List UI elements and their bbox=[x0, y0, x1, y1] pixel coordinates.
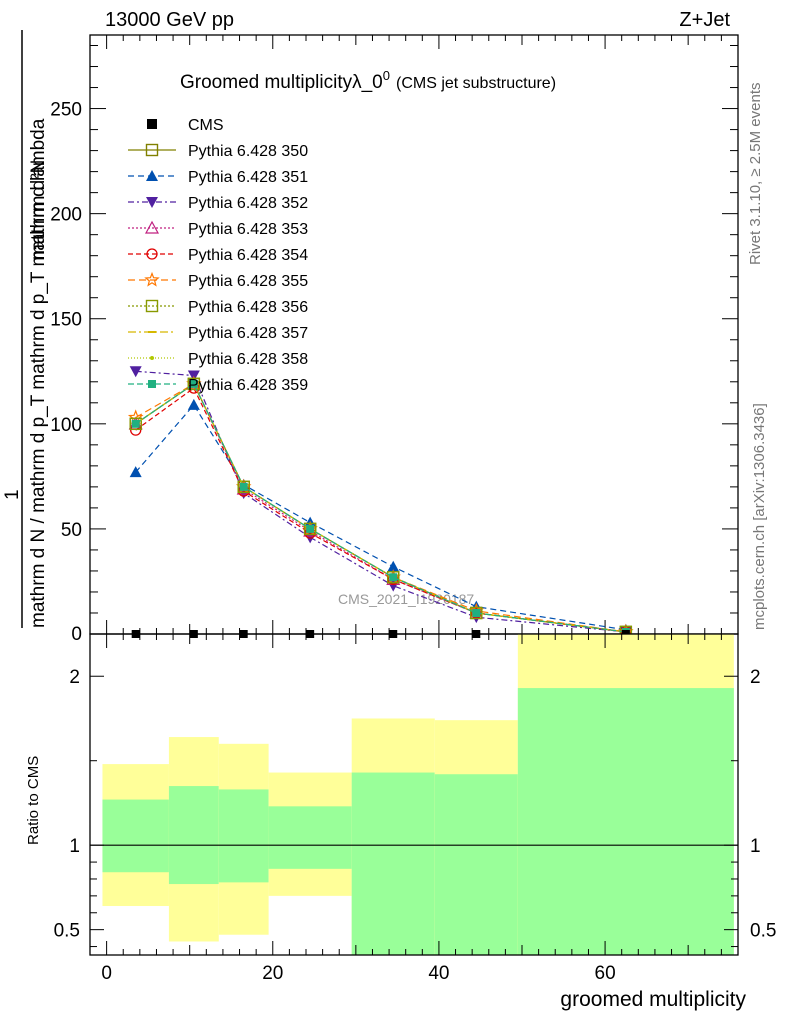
series-point bbox=[187, 398, 200, 410]
y-tick-label: 150 bbox=[50, 310, 82, 331]
main-title-text: Groomed multiplicityλ_0 bbox=[180, 72, 383, 93]
legend-marker bbox=[145, 299, 159, 313]
legend-label: Pythia 6.428 354 bbox=[188, 247, 308, 264]
main-title-sup: 0 bbox=[383, 68, 390, 83]
ylabel-top: mathrm d²N bbox=[28, 160, 49, 260]
ratio-ytick-label-right: 2 bbox=[750, 667, 761, 688]
x-axis-label: groomed multiplicity bbox=[560, 988, 746, 1011]
series-point bbox=[131, 419, 140, 428]
legend-marker bbox=[146, 197, 158, 208]
legend-marker bbox=[146, 248, 158, 260]
series-point bbox=[472, 608, 481, 617]
ratio-y-label: Ratio to CMS bbox=[25, 756, 42, 845]
legend-label: Pythia 6.428 353 bbox=[188, 221, 308, 238]
series-point bbox=[129, 366, 142, 378]
header-process-label: Z+Jet bbox=[679, 9, 730, 31]
legend-marker bbox=[148, 380, 156, 388]
main-title: Groomed multiplicityλ_00 (CMS jet substru… bbox=[180, 68, 556, 93]
legend-label: Pythia 6.428 357 bbox=[188, 325, 308, 342]
inner-band-bin bbox=[351, 772, 435, 955]
header-beam-label: 13000 GeV pp bbox=[105, 9, 234, 31]
legend-label: Pythia 6.428 352 bbox=[188, 195, 308, 212]
analysis-watermark: CMS_2021_I1920187 bbox=[338, 591, 474, 607]
legend-marker bbox=[145, 143, 159, 157]
main-title-sub: (CMS jet substructure) bbox=[396, 75, 556, 92]
ratio-ytick-label: 1 bbox=[69, 836, 80, 857]
inner-band-bin bbox=[434, 774, 518, 955]
legend-marker bbox=[144, 271, 160, 287]
y-axis-label: mathrm d²N 1 mathrm d N / mathrm d p_T m… bbox=[2, 30, 49, 628]
legend-marker bbox=[147, 119, 157, 129]
ylabel-numerator: 1 bbox=[2, 489, 23, 500]
y-tick-label: 200 bbox=[50, 205, 82, 226]
mcplots-label: mcplots.cern.ch [arXiv:1306.3436] bbox=[751, 403, 768, 630]
y-tick-label: 50 bbox=[61, 520, 82, 541]
legend-label: Pythia 6.428 358 bbox=[188, 351, 308, 368]
series-point bbox=[303, 522, 317, 536]
legend-marker bbox=[150, 356, 154, 360]
series-group bbox=[129, 377, 633, 639]
y-tick-label: 250 bbox=[50, 100, 82, 121]
ratio-ytick-label: 2 bbox=[69, 667, 80, 688]
series-point bbox=[306, 524, 315, 533]
ratio-ytick-label: 0.5 bbox=[54, 921, 80, 942]
series-point bbox=[387, 560, 400, 572]
inner-band-bin bbox=[517, 688, 734, 955]
legend-label: Pythia 6.428 351 bbox=[188, 169, 308, 186]
x-tick-label: 20 bbox=[262, 963, 283, 984]
legend-label: Pythia 6.428 359 bbox=[188, 377, 308, 394]
legend-label: CMS bbox=[188, 117, 224, 134]
y-tick-label-zero: 0 bbox=[71, 624, 82, 645]
series-point bbox=[129, 417, 142, 431]
legend-label: Pythia 6.428 356 bbox=[188, 299, 308, 316]
inner-band-bin bbox=[268, 806, 352, 869]
legend-label: Pythia 6.428 350 bbox=[188, 143, 308, 160]
x-tick-label: 40 bbox=[428, 963, 449, 984]
x-tick-label: 60 bbox=[595, 963, 616, 984]
ratio-panel: 0.5 0.51 12 20 20 40 60 bbox=[54, 633, 776, 984]
ratio-frame bbox=[89, 633, 739, 956]
legend: CMS Pythia 6.428 350 Pythia 6.428 351 Pythi… bbox=[128, 117, 308, 394]
y-tick-label: 100 bbox=[50, 415, 82, 436]
series-point bbox=[387, 571, 400, 584]
series-point bbox=[470, 606, 483, 620]
legend-marker bbox=[144, 220, 160, 234]
ratio-ytick-label-right: 1 bbox=[750, 836, 761, 857]
inner-band-bin bbox=[218, 789, 269, 883]
series-point bbox=[187, 377, 201, 391]
inner-band-bin bbox=[102, 799, 169, 873]
x-tick-label: 0 bbox=[101, 963, 112, 984]
legend-label: Pythia 6.428 355 bbox=[188, 273, 308, 290]
series-point bbox=[129, 466, 142, 478]
top-panel: 50 100 150 200 250 0 bbox=[50, 34, 739, 645]
ratio-ytick-label-right: 0.5 bbox=[750, 921, 776, 942]
rivet-label: Rivet 3.1.10, ≥ 2.5M events bbox=[747, 83, 764, 266]
legend-marker bbox=[146, 170, 158, 181]
ylabel-denominator: mathrm d N / mathrm d p_T mathrm d p_T m… bbox=[28, 118, 49, 628]
series-point bbox=[189, 379, 198, 388]
inner-band-bin bbox=[168, 786, 219, 885]
series-point bbox=[389, 573, 398, 582]
series-point bbox=[237, 480, 250, 494]
series-point bbox=[239, 482, 248, 491]
uncertainty-bands bbox=[102, 634, 734, 955]
